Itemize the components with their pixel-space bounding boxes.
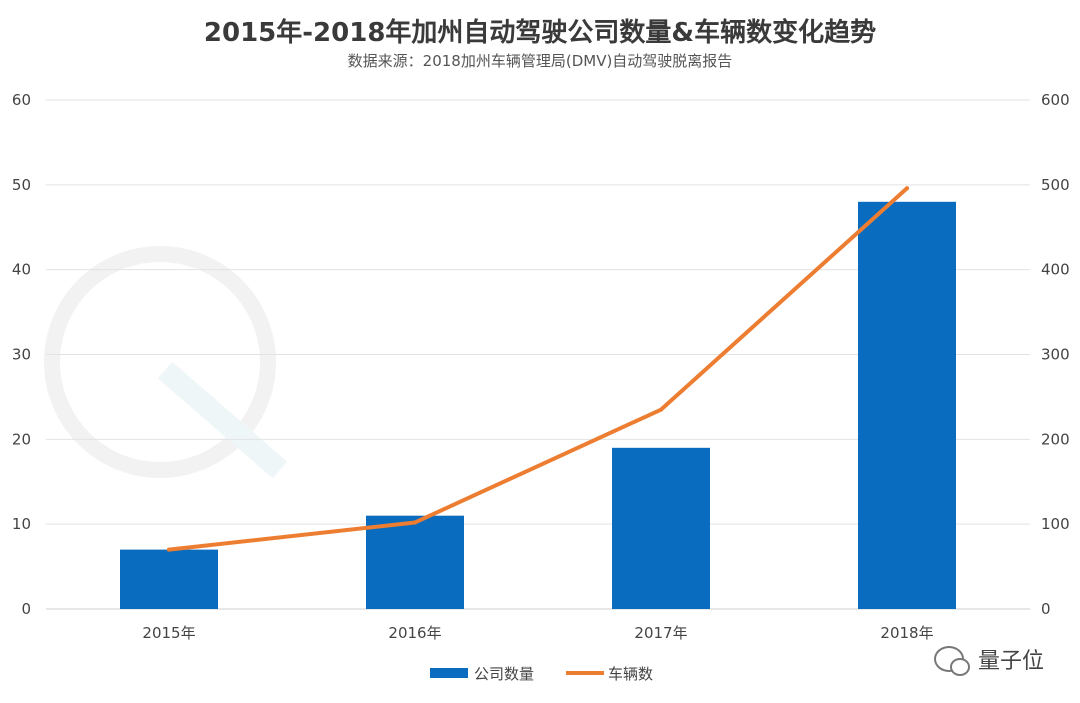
watermark-logo-circle (44, 246, 276, 478)
y-right-tick-label: 500 (1041, 176, 1070, 194)
bar (120, 549, 218, 609)
y-right-tick-label: 300 (1041, 346, 1070, 364)
y-left-tick-label: 20 (12, 430, 31, 448)
x-tick-label: 2015年 (142, 624, 195, 642)
watermark-label: 量子位 (977, 649, 1044, 674)
y-right-tick-label: 600 (1041, 91, 1070, 109)
y-right-tick-label: 100 (1041, 515, 1070, 533)
line-point (905, 186, 909, 191)
watermark-logo-stroke (157, 361, 288, 479)
y-right-tick-label: 0 (1041, 600, 1051, 618)
x-tick-label: 2017年 (634, 624, 687, 642)
y-left-tick-label: 50 (12, 176, 31, 194)
line-point (413, 520, 417, 525)
y-left-tick-label: 60 (12, 91, 31, 109)
bar (858, 201, 956, 610)
line-point (167, 547, 171, 552)
y-right-tick-label: 400 (1041, 261, 1070, 279)
x-tick-label: 2016年 (388, 624, 441, 642)
wechat-icon (933, 646, 970, 676)
watermark: 量子位 (933, 643, 1044, 676)
y-left-tick-label: 40 (12, 261, 31, 279)
line-series (167, 186, 909, 552)
y-right-tick-label: 200 (1041, 430, 1070, 448)
y-left-tick-label: 0 (21, 600, 31, 618)
chart-subtitle: 数据来源：2018加州车辆管理局(DMV)自动驾驶脱离报告 (347, 52, 733, 70)
bar (366, 515, 464, 609)
line-point (659, 407, 663, 412)
x-tick-label: 2018年 (880, 624, 933, 642)
chart-title: 2015年-2018年加州自动驾驶公司数量&车辆数变化趋势 (203, 18, 877, 48)
y-left-tick-label: 10 (12, 515, 31, 533)
bar (612, 447, 710, 609)
legend-label: 公司数量 (474, 665, 534, 683)
legend-label: 车辆数 (608, 665, 653, 683)
legend-swatch-bar (430, 668, 468, 678)
y-left-tick-label: 30 (12, 346, 31, 364)
